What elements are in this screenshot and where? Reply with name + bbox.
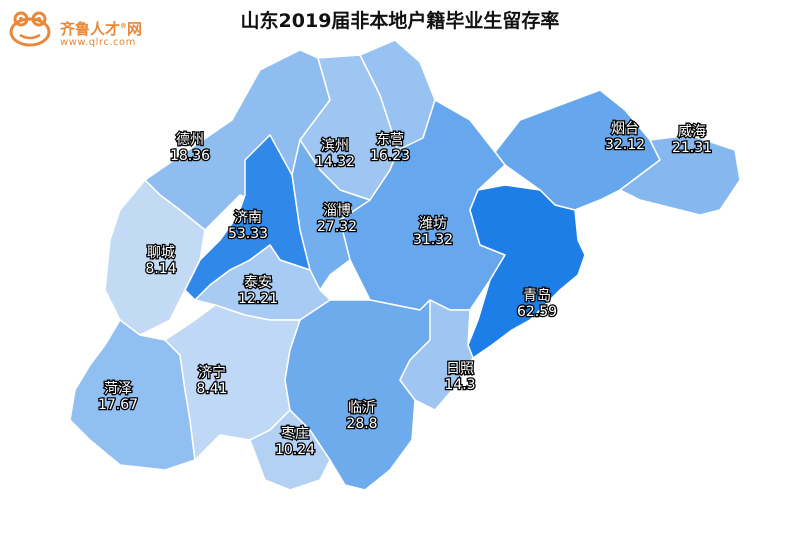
city-value-label: 21.31 — [672, 140, 712, 156]
region-weihai[interactable] — [619, 134, 741, 216]
city-value-label: 16.23 — [370, 148, 410, 164]
region-rizhao[interactable] — [399, 299, 474, 411]
city-name-label: 济南 — [234, 210, 262, 226]
city-value-label: 8.14 — [145, 261, 176, 277]
city-name-label: 菏泽 — [104, 381, 132, 397]
city-value-label: 17.67 — [98, 397, 138, 413]
city-name-label: 枣庄 — [281, 425, 309, 442]
city-name-label: 日照 — [446, 361, 474, 377]
site-logo: 齐鲁人才®网 www.qlrc.com — [8, 8, 168, 48]
city-name-label: 泰安 — [244, 275, 272, 291]
city-label-group: 聊城8.14 — [144, 244, 178, 279]
region-liaocheng[interactable] — [104, 179, 206, 336]
city-value-label: 32.12 — [605, 137, 645, 153]
city-value-label: 14.3 — [444, 377, 475, 393]
city-name-label: 青岛 — [523, 288, 551, 304]
city-value-label: 18.36 — [170, 148, 210, 164]
city-name-label: 潍坊 — [419, 216, 447, 232]
city-value-label: 8.41 — [196, 381, 227, 397]
map-title: 山东2019届非本地户籍毕业生留存率 — [240, 10, 560, 32]
city-name-label: 淄博 — [323, 202, 351, 219]
city-value-label: 62.59 — [517, 304, 557, 320]
region-qingdao[interactable] — [467, 184, 586, 359]
city-label-group: 济宁8.41 — [195, 363, 229, 399]
city-name-label: 济宁 — [198, 364, 226, 381]
city-name-label: 威海 — [678, 124, 706, 140]
city-value-label: 10.24 — [275, 442, 315, 458]
city-value-label: 31.32 — [413, 232, 453, 248]
city-name-label: 烟台 — [611, 121, 639, 137]
city-value-label: 27.32 — [317, 219, 357, 235]
city-value-label: 28.8 — [346, 416, 377, 432]
city-name-label: 聊城 — [147, 245, 175, 261]
city-name-label: 东营 — [376, 132, 404, 148]
logo-name: 齐鲁人才®网 — [60, 20, 143, 38]
city-value-label: 14.32 — [315, 154, 355, 170]
region-linyi[interactable] — [284, 299, 451, 491]
frog-logo-icon — [9, 11, 51, 47]
city-value-label: 12.21 — [238, 291, 278, 307]
city-name-label: 德州 — [176, 132, 204, 148]
city-value-label: 53.33 — [228, 226, 268, 242]
city-name-label: 滨州 — [321, 138, 349, 154]
city-name-label: 临沂 — [348, 400, 376, 416]
logo-url: www.qlrc.com — [60, 37, 136, 48]
